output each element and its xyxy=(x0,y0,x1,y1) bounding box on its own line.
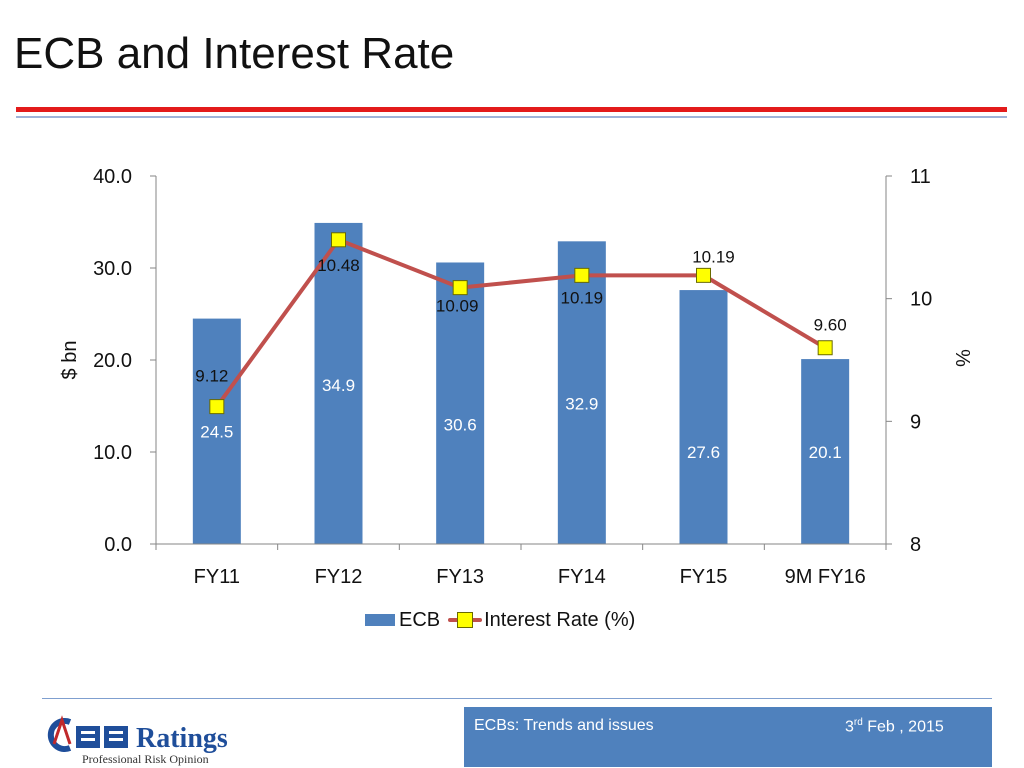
y-tick-label-right: 9 xyxy=(910,411,921,433)
bar-data-label: 20.1 xyxy=(809,443,842,462)
ecb-interest-rate-chart: 0.0 10.0 20.0 30.0 40.0 8 9 10 11 FY11 FY12 FY13 FY1… xyxy=(59,166,973,588)
footer-box: ECBs: Trends and issues 3rd Feb , 2015 xyxy=(464,707,992,767)
x-tick-label: FY13 xyxy=(436,566,484,588)
y-tick-label-right: 8 xyxy=(910,534,921,556)
line-data-label: 9.60 xyxy=(814,316,847,335)
x-tick-label: FY14 xyxy=(558,566,606,588)
legend-item-interest-rate: Interest Rate (%) xyxy=(448,609,635,632)
legend-label-ecb: ECB xyxy=(399,608,441,631)
bar-data-label: 34.9 xyxy=(322,376,355,395)
slide-title: ECB and Interest Rate xyxy=(14,29,455,78)
footer-date-rest: Feb , 2015 xyxy=(862,718,944,736)
line-data-label: 10.19 xyxy=(692,247,735,266)
footer-presentation-title: ECBs: Trends and issues xyxy=(474,717,654,734)
interest-rate-line xyxy=(215,237,827,408)
y-tick-label-right: 10 xyxy=(910,289,932,311)
x-tick-label: FY11 xyxy=(194,566,240,588)
bar-ecb xyxy=(436,262,485,544)
bar-ecb xyxy=(801,359,850,544)
bar-ecb xyxy=(679,290,728,544)
y-tick-label-left: 20.0 xyxy=(93,350,132,372)
y-tick-label-left: 40.0 xyxy=(93,166,132,188)
svg-text:Professional Risk Opinion: Professional Risk Opinion xyxy=(82,752,209,766)
bar-data-label: 27.6 xyxy=(687,443,720,462)
bar-data-label: 32.9 xyxy=(565,394,598,413)
bar-ecb xyxy=(192,318,241,544)
footer-date-suffix: rd xyxy=(853,717,863,728)
interest-rate-marker xyxy=(452,280,468,296)
chart-legend: ECB Interest Rate (%) xyxy=(365,606,643,634)
interest-rate-marker xyxy=(817,340,833,356)
y-tick-label-left: 0.0 xyxy=(104,534,132,556)
interest-rate-marker xyxy=(696,267,711,283)
care-ratings-logo: Ratings Professional Risk Opinion xyxy=(47,715,228,766)
title-rule-blue xyxy=(16,116,1007,118)
interest-rate-marker xyxy=(331,232,346,248)
legend-label-interest-rate: Interest Rate (%) xyxy=(484,608,636,631)
line-data-label: 10.48 xyxy=(317,256,360,275)
y-tick-label-left: 30.0 xyxy=(93,258,132,280)
y-tick-label-right: 11 xyxy=(910,166,931,188)
line-data-label: 9.12 xyxy=(195,367,228,386)
line-data-label: 10.19 xyxy=(561,288,604,307)
bar-data-label: 30.6 xyxy=(444,415,477,434)
x-tick-label: FY12 xyxy=(315,566,363,588)
y-axis-title-left: $ bn xyxy=(59,341,81,380)
bar-ecb xyxy=(557,241,606,544)
svg-text:Ratings: Ratings xyxy=(136,723,228,754)
legend-item-ecb: ECB xyxy=(365,609,440,632)
legend-bar-swatch xyxy=(365,614,395,626)
line-data-label: 10.09 xyxy=(436,297,479,316)
y-axis-title-right: % xyxy=(951,349,973,367)
legend-line-swatch xyxy=(448,611,483,629)
footer-date: 3rd Feb , 2015 xyxy=(845,717,944,736)
bar-ecb xyxy=(314,222,363,545)
x-tick-label: 9M FY16 xyxy=(785,566,866,588)
bar-data-label: 24.5 xyxy=(200,423,233,442)
x-tick-label: FY15 xyxy=(680,566,728,588)
title-rule-red xyxy=(16,107,1007,112)
interest-rate-marker xyxy=(574,267,590,283)
y-tick-label-left: 10.0 xyxy=(93,442,132,464)
interest-rate-marker xyxy=(209,399,225,415)
footer-date-day: 3 xyxy=(845,718,854,736)
footer-rule xyxy=(42,698,992,699)
